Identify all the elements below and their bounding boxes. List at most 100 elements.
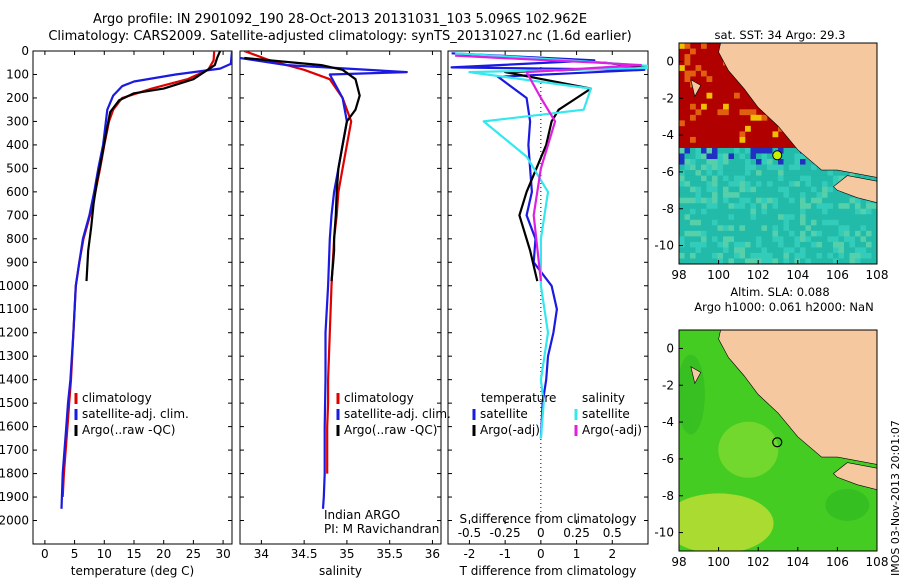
sst-cell bbox=[745, 170, 751, 176]
sst-cell bbox=[844, 214, 850, 221]
lat-tick-label: -6 bbox=[662, 452, 674, 466]
sst-cell bbox=[794, 192, 801, 198]
x-tick-label: 25 bbox=[186, 547, 201, 561]
sst-cell bbox=[756, 192, 762, 198]
sst-cell bbox=[794, 164, 801, 171]
sst-cell bbox=[805, 258, 812, 264]
lat-tick-label: -2 bbox=[662, 378, 674, 392]
lat-tick-label: -6 bbox=[662, 165, 674, 179]
sst-cell bbox=[844, 258, 850, 264]
legend-entry: satellite-adj. clim. bbox=[82, 407, 189, 421]
legend-group-title: temperature bbox=[481, 391, 556, 405]
sst-cell bbox=[816, 252, 823, 259]
sst-cell bbox=[866, 258, 872, 264]
sst-cell bbox=[778, 258, 784, 264]
sst-cell bbox=[695, 241, 702, 248]
sst-cell bbox=[827, 186, 834, 193]
sst-cell bbox=[684, 153, 691, 160]
lat-tick-label: 0 bbox=[666, 341, 674, 355]
x-axis-label: T difference from climatology bbox=[459, 564, 637, 578]
sst-cell bbox=[860, 252, 867, 259]
sst-cell bbox=[833, 214, 839, 221]
sst-cell bbox=[701, 208, 707, 215]
sst-cell bbox=[712, 186, 718, 193]
sst-cell bbox=[717, 147, 724, 154]
sst-cell bbox=[789, 258, 795, 264]
sst-cell bbox=[822, 192, 828, 198]
sst-cell bbox=[767, 219, 773, 226]
s-tick-label: 0.5 bbox=[603, 526, 622, 540]
sst-cell bbox=[717, 164, 724, 171]
sst-cell bbox=[844, 225, 850, 232]
plot-frame bbox=[239, 50, 442, 545]
x-tick-label: 15 bbox=[126, 547, 141, 561]
sst-cell bbox=[690, 164, 696, 171]
sst-cell bbox=[789, 225, 795, 232]
sst-cell bbox=[849, 214, 856, 221]
sst-cell bbox=[739, 197, 746, 204]
sst-cell bbox=[723, 175, 729, 182]
sst-cell bbox=[772, 230, 779, 237]
sst-cell bbox=[695, 230, 702, 237]
sst-cell bbox=[811, 252, 817, 259]
sst-cell bbox=[800, 258, 806, 264]
sst-cell bbox=[756, 186, 762, 193]
sst-cell bbox=[734, 208, 740, 215]
sst-cell bbox=[778, 214, 784, 221]
sst-cell bbox=[728, 203, 735, 210]
sst-cell bbox=[750, 186, 757, 193]
y-tick-label: 200 bbox=[6, 91, 29, 105]
sst-cell bbox=[750, 197, 757, 204]
sst-cell bbox=[778, 252, 784, 259]
sst-cell bbox=[794, 170, 801, 176]
sst-cell bbox=[838, 225, 845, 232]
sst-cell bbox=[723, 247, 729, 254]
lon-tick-label: 108 bbox=[866, 555, 889, 569]
sst-cell bbox=[706, 76, 713, 82]
sst-cell bbox=[690, 236, 696, 243]
sst-cell bbox=[684, 59, 691, 66]
sst-cell bbox=[701, 175, 707, 182]
y-tick-label: 600 bbox=[6, 185, 29, 199]
sst-cell bbox=[712, 252, 718, 259]
sst-cell bbox=[739, 131, 746, 138]
sst-cell bbox=[728, 252, 735, 259]
sst-cell bbox=[756, 170, 762, 176]
lat-tick-label: 0 bbox=[666, 54, 674, 68]
lat-tick-label: -2 bbox=[662, 91, 674, 105]
sst-cell bbox=[706, 208, 713, 215]
sst-cell bbox=[723, 208, 729, 215]
sst-cell bbox=[723, 241, 729, 248]
sst-cell bbox=[805, 181, 812, 187]
x-axis-label: temperature (deg C) bbox=[71, 564, 194, 578]
sst-cell bbox=[684, 197, 691, 204]
sst-cell bbox=[827, 181, 834, 187]
sst-cell bbox=[783, 230, 790, 237]
sst-cell bbox=[827, 197, 834, 204]
sst-cell bbox=[695, 170, 702, 176]
sst-cell bbox=[827, 230, 834, 237]
sst-cell bbox=[690, 186, 696, 193]
sst-cell bbox=[712, 192, 718, 198]
sst-cell bbox=[723, 153, 729, 160]
sst-cell bbox=[855, 236, 861, 243]
x-tick-label: -2 bbox=[463, 547, 475, 561]
sst-cell bbox=[695, 186, 702, 193]
sst-cell bbox=[739, 147, 746, 154]
sst-cell bbox=[811, 186, 817, 193]
sst-cell bbox=[734, 164, 740, 171]
sst-cell bbox=[756, 236, 762, 243]
sst-cell bbox=[849, 208, 856, 215]
sst-cell bbox=[838, 197, 845, 204]
lat-tick-label: -8 bbox=[662, 202, 674, 216]
sst-cell bbox=[739, 247, 746, 254]
sst-cell bbox=[822, 225, 828, 232]
sst-cell bbox=[783, 147, 790, 154]
sst-cell bbox=[767, 258, 773, 264]
sst-cell bbox=[723, 170, 729, 176]
sst-cell bbox=[706, 175, 713, 182]
map-panel-2: 98 100 102 104 106 108 0 -2 -4 -6 -8 -10 Altim. SLA:… bbox=[654, 285, 888, 569]
map-title: Altim. SLA: 0.088 bbox=[730, 285, 829, 299]
sst-cell bbox=[827, 192, 834, 198]
sst-cell bbox=[750, 219, 757, 226]
